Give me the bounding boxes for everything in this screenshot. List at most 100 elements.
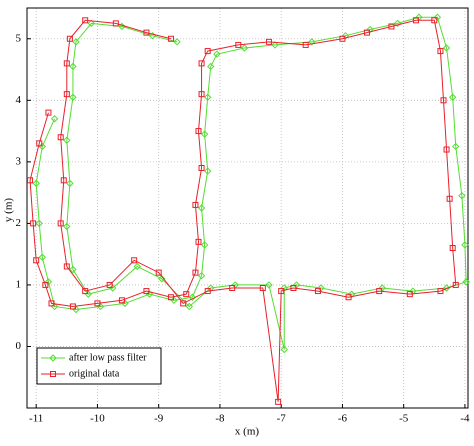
marker (87, 19, 96, 28)
marker (158, 275, 166, 283)
marker (173, 38, 181, 46)
marker (200, 241, 209, 249)
marker (280, 284, 288, 292)
marker (449, 245, 456, 251)
marker (259, 285, 266, 291)
marker (63, 60, 70, 67)
marker (339, 35, 346, 42)
marker (63, 263, 70, 270)
marker (50, 115, 59, 123)
marker (240, 44, 249, 52)
y-axis-label: y (m) (3, 198, 15, 222)
marker (452, 142, 460, 151)
marker (143, 288, 150, 295)
marker (143, 29, 150, 36)
marker (69, 265, 77, 274)
marker (183, 291, 190, 298)
x-tick-label: -9 (154, 413, 164, 425)
marker (197, 271, 206, 280)
marker (363, 29, 370, 36)
marker (452, 281, 459, 288)
marker (66, 179, 74, 188)
marker (462, 278, 470, 286)
marker (200, 130, 209, 138)
marker (341, 31, 350, 40)
marker (63, 136, 71, 145)
marker (308, 38, 316, 46)
marker (180, 300, 187, 307)
x-axis-label: x (m) (235, 426, 259, 438)
marker (94, 300, 101, 307)
x-tick-label: -4 (460, 413, 470, 425)
plot-frame (26, 7, 469, 409)
marker (118, 297, 125, 304)
marker (204, 48, 211, 55)
marker (57, 134, 64, 141)
y-tick-label: 5 (16, 32, 22, 44)
marker (32, 179, 40, 188)
marker (133, 262, 141, 271)
marker (412, 17, 419, 24)
marker (376, 288, 383, 295)
marker (265, 38, 272, 45)
marker (48, 300, 55, 307)
marker (388, 23, 395, 30)
marker (442, 284, 451, 292)
marker (45, 109, 52, 116)
marker (27, 177, 34, 184)
marker (278, 288, 285, 295)
marker (72, 38, 80, 46)
marker (302, 41, 309, 48)
marker (195, 128, 202, 135)
marker (60, 177, 67, 184)
marker (448, 93, 457, 101)
legend-box (36, 347, 162, 385)
marker (433, 13, 442, 21)
marker (203, 93, 212, 101)
marker (188, 293, 197, 301)
marker (213, 50, 221, 58)
marker (63, 91, 70, 98)
marker (229, 285, 236, 291)
marker (443, 146, 450, 153)
marker (155, 269, 162, 276)
marker (57, 220, 64, 227)
series-line (29, 19, 457, 402)
marker (82, 288, 89, 295)
marker (30, 220, 37, 227)
marker (317, 284, 325, 292)
marker (195, 238, 202, 245)
marker (458, 191, 466, 200)
marker (207, 62, 215, 71)
marker (35, 219, 43, 228)
marker (393, 19, 402, 28)
marker (38, 253, 47, 261)
y-tick-label: 2 (16, 217, 22, 229)
marker (442, 44, 451, 52)
marker (112, 20, 119, 27)
series-line (35, 16, 467, 350)
y-tick-label: 1 (16, 278, 22, 290)
marker (197, 204, 206, 212)
marker (106, 281, 113, 288)
marker (265, 281, 273, 289)
marker (167, 294, 174, 301)
y-tick-label: 3 (16, 155, 22, 167)
marker (235, 41, 242, 48)
x-tick-label: -11 (29, 413, 43, 425)
marker (406, 291, 413, 298)
marker (192, 201, 199, 208)
marker (42, 281, 49, 288)
marker (366, 25, 374, 34)
marker (271, 41, 279, 49)
marker (280, 345, 288, 354)
y-tick-label: 0 (16, 340, 22, 352)
marker (198, 165, 205, 171)
marker (36, 140, 43, 147)
x-tick-label: -5 (399, 413, 409, 425)
marker (446, 195, 453, 202)
marker (63, 222, 71, 231)
marker (314, 288, 321, 295)
marker (198, 60, 205, 67)
legend-label: original data (69, 368, 120, 379)
